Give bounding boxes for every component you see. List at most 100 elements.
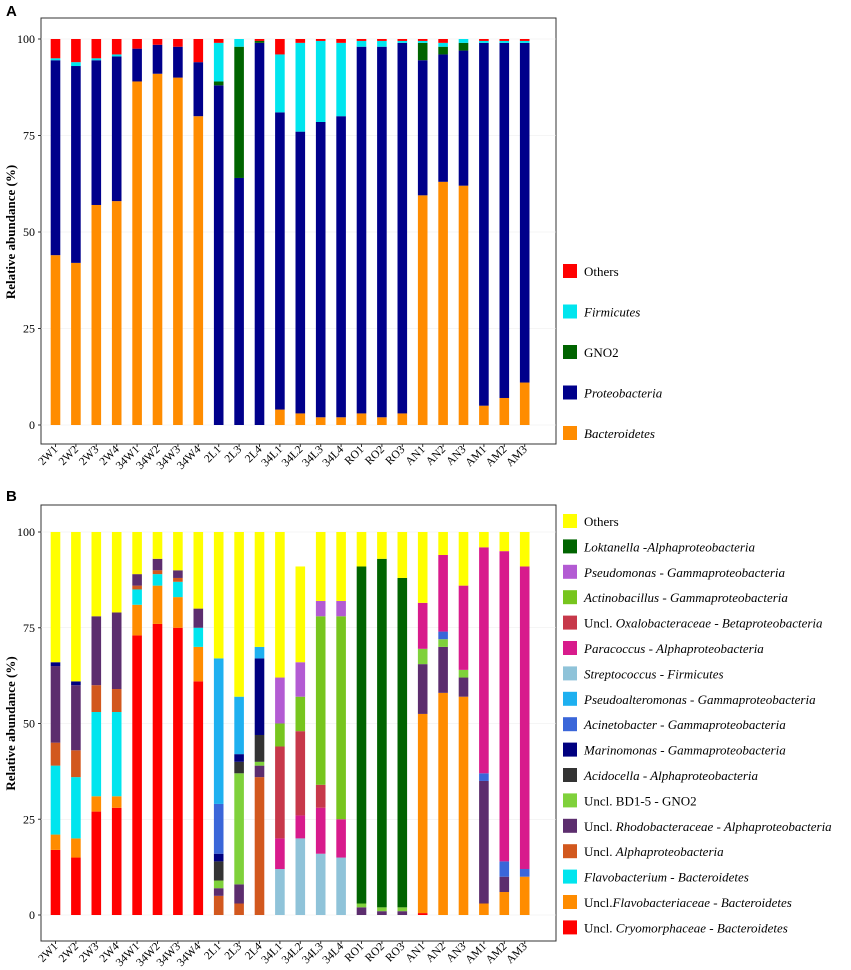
bar-segment (315, 807, 326, 854)
bar-segment (417, 60, 428, 196)
bar-segment (295, 39, 306, 43)
bar-segment (213, 42, 224, 82)
bar-segment (234, 177, 244, 425)
bar-segment (417, 913, 428, 915)
bar-segment (377, 911, 387, 915)
bar-segment (519, 566, 530, 870)
bar-segment (275, 838, 285, 870)
bar-segment (173, 532, 183, 571)
bar-segment (397, 42, 408, 414)
bar-segment (377, 40, 387, 47)
y-tick-label: 100 (17, 32, 35, 46)
y-tick-label: 50 (23, 225, 35, 239)
legend-label: Loktanella -Alphaproteobacteria (583, 539, 756, 554)
y-tick-label: 50 (23, 717, 35, 731)
bar-segment (91, 685, 102, 713)
bar-segment (91, 204, 102, 425)
bar-segment (213, 803, 224, 854)
bar-segment (295, 413, 306, 425)
legend-label: Uncl. Alphaproteobacteria (584, 844, 724, 859)
bar-segment (458, 39, 469, 43)
bar-segment (173, 577, 183, 582)
bar-segment (132, 585, 142, 590)
bar-segment (336, 857, 346, 915)
bar-segment (295, 662, 306, 697)
bar-segment (417, 713, 428, 914)
bar-segment (458, 532, 469, 586)
bar-segment (275, 39, 285, 55)
bar-segment (254, 658, 265, 735)
bar-segment (71, 681, 81, 686)
bar-segment (111, 201, 122, 425)
bar-segment (91, 811, 102, 915)
bar-segment (397, 40, 408, 43)
bar-segment (213, 532, 224, 659)
bar-segment (315, 532, 326, 601)
panel-label-a: A (6, 3, 17, 20)
bar-segment (173, 581, 183, 598)
bar-segment (173, 46, 183, 78)
bar-segment (519, 532, 530, 567)
y-tick-label: 25 (23, 812, 35, 826)
y-axis-title: Relative abundance (%) (3, 656, 18, 790)
bar-segment (315, 40, 326, 122)
bar-segment (499, 551, 510, 862)
bar-segment (71, 685, 81, 751)
bar-segment (152, 623, 163, 915)
bar-segment (356, 46, 367, 414)
bar-segment (458, 677, 469, 697)
bar-segment (234, 903, 244, 915)
bar-segment (295, 566, 306, 663)
legend-label: Bacteroidetes (584, 426, 655, 441)
bar-segment (377, 558, 387, 908)
bar-segment (336, 116, 346, 418)
legend-swatch (563, 666, 577, 681)
bar-segment (417, 602, 428, 649)
bar-segment (336, 819, 346, 858)
bar-segment (71, 750, 81, 778)
bar-segment (91, 796, 102, 812)
bar-segment (336, 532, 346, 601)
bar-segment (234, 39, 244, 47)
bar-segment (438, 554, 448, 632)
bar-segment (213, 85, 224, 425)
legend-swatch (563, 615, 577, 630)
legend-label: Acinetobacter - Gammaproteobacteria (583, 717, 786, 732)
bar-segment (275, 677, 285, 724)
legend-swatch (563, 844, 577, 859)
bar-segment (438, 631, 448, 640)
bar-segment (438, 639, 448, 647)
bar-segment (458, 185, 469, 425)
legend-label: Uncl. Cryomorphaceae - Bacteroidetes (584, 920, 788, 935)
bar-segment (315, 784, 326, 808)
bar-segment (50, 666, 61, 743)
bar-segment (397, 39, 408, 41)
y-axis-title: Relative abundance (%) (3, 165, 18, 299)
bar-segment (71, 62, 81, 67)
bar-segment (111, 56, 122, 202)
legend-label: Uncl. Rhodobacteraceae - Alphaproteobact… (584, 819, 832, 834)
legend-label: Proteobacteria (583, 386, 663, 401)
bar-segment (193, 39, 204, 63)
legend-label: GNO2 (584, 345, 619, 360)
bar-segment (71, 857, 81, 915)
bar-segment (336, 42, 346, 117)
bar-segment (50, 39, 61, 59)
bar-segment (50, 255, 61, 425)
bar-segment (254, 42, 265, 426)
bar-segment (132, 532, 142, 575)
bar-segment (377, 417, 387, 425)
legend-swatch (563, 818, 577, 833)
bar-segment (377, 39, 387, 41)
bar-segment (213, 658, 224, 804)
legend-label: Flavobacterium - Bacteroidetes (583, 870, 749, 885)
bar-segment (91, 712, 102, 797)
y-tick-label: 75 (23, 129, 35, 143)
bar-segment (417, 664, 428, 714)
bar-segment (479, 405, 489, 425)
bar-segment (417, 195, 428, 425)
bar-segment (193, 62, 204, 117)
y-tick-label: 75 (23, 621, 35, 635)
